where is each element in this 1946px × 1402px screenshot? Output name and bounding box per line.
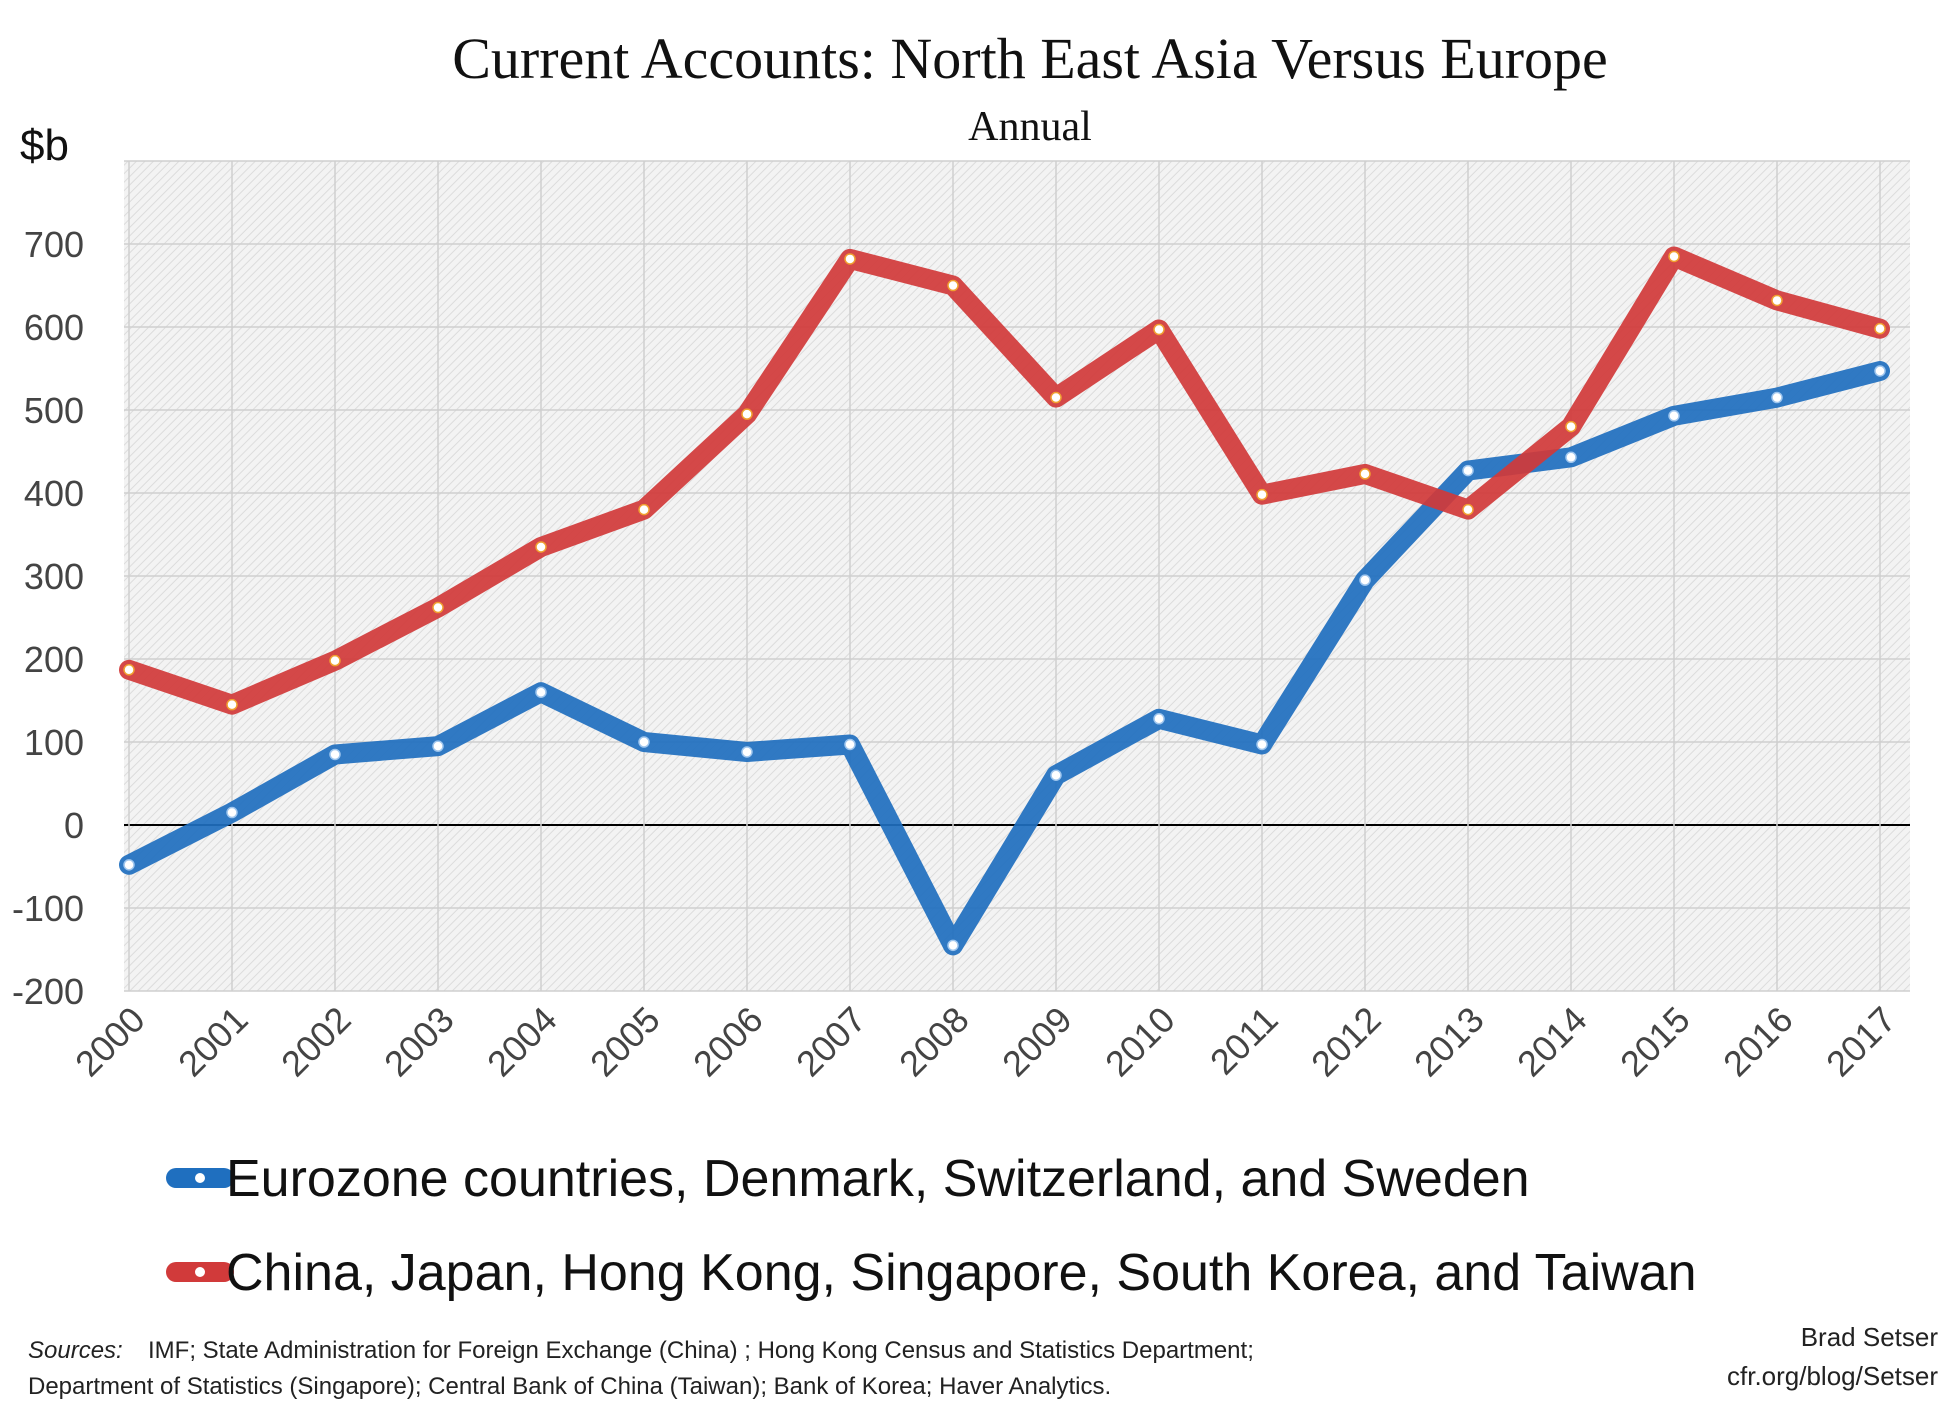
point-asia-2014 — [1565, 420, 1577, 433]
point-asia-2013 — [1462, 503, 1474, 516]
y-tick-label: 700 — [24, 224, 84, 265]
legend: Eurozone countries, Denmark, Switzerland… — [166, 1150, 1697, 1302]
x-tick-label: 2009 — [994, 999, 1080, 1085]
point-eurozone-2017 — [1874, 365, 1886, 377]
y-axis-unit: $b — [20, 121, 69, 170]
x-tick-label: 2002 — [273, 999, 359, 1085]
sources-line-1: IMF; State Administration for Foreign Ex… — [148, 1337, 1254, 1364]
point-eurozone-2009 — [1050, 769, 1062, 781]
y-tick-label: 100 — [24, 722, 84, 763]
point-eurozone-2011 — [1256, 738, 1268, 751]
x-tick-label: 2007 — [788, 999, 874, 1085]
series-line-eurozone — [119, 361, 1890, 956]
point-asia-2005 — [638, 503, 650, 516]
series-line-asia — [119, 246, 1890, 715]
x-tick-label: 2017 — [1818, 999, 1904, 1085]
series-layer — [119, 246, 1890, 956]
x-tick-label: 2011 — [1202, 999, 1286, 1083]
credit-url: cfr.org/blog/Setser — [1727, 1361, 1938, 1391]
point-asia-2011 — [1256, 488, 1268, 501]
legend-marker-asia — [195, 1267, 205, 1277]
y-axis-ticks: -200 -100 0 100 200 300 400 500 600 700 — [12, 224, 84, 1012]
x-tick-label: 2001 — [170, 999, 256, 1085]
point-asia-2015 — [1668, 250, 1680, 263]
point-eurozone-2007 — [844, 738, 856, 751]
y-tick-label: 500 — [24, 390, 84, 431]
point-asia-2016 — [1771, 294, 1783, 307]
point-eurozone-2013 — [1462, 464, 1474, 477]
point-eurozone-2016 — [1771, 391, 1783, 404]
x-tick-label: 2003 — [376, 999, 462, 1085]
point-eurozone-2012 — [1359, 574, 1371, 586]
x-tick-label: 2016 — [1715, 999, 1801, 1085]
legend-label-eurozone: Eurozone countries, Denmark, Switzerland… — [226, 1150, 1530, 1208]
point-asia-2003 — [432, 601, 444, 614]
point-eurozone-2014 — [1565, 451, 1577, 464]
y-tick-label: 0 — [64, 805, 84, 846]
sources-label: Sources: — [28, 1337, 123, 1364]
x-tick-label: 2012 — [1303, 999, 1389, 1085]
point-asia-2001 — [226, 698, 238, 711]
sources-line-2: Department of Statistics (Singapore); Ce… — [28, 1373, 1111, 1400]
point-asia-2004 — [535, 541, 547, 553]
point-asia-2008 — [947, 279, 959, 292]
point-asia-2010 — [1153, 323, 1165, 336]
y-tick-label: -100 — [12, 888, 84, 929]
chart-title: Current Accounts: North East Asia Versus… — [452, 26, 1608, 91]
point-eurozone-2008 — [947, 939, 959, 952]
x-tick-label: 2015 — [1612, 999, 1698, 1085]
x-tick-label: 2005 — [582, 999, 668, 1085]
point-eurozone-2006 — [741, 746, 753, 758]
point-asia-2009 — [1050, 391, 1062, 404]
point-eurozone-2000 — [123, 859, 135, 871]
chart-subtitle: Annual — [968, 104, 1092, 150]
point-eurozone-2005 — [638, 736, 650, 748]
legend-label-asia: China, Japan, Hong Kong, Singapore, Sout… — [226, 1244, 1697, 1302]
point-asia-2000 — [123, 664, 135, 676]
x-tick-label: 2010 — [1097, 999, 1183, 1085]
x-axis-ticks: 2000 2001 2002 2003 2004 2005 2006 2007 2008 2009… — [67, 999, 1904, 1085]
point-asia-2006 — [741, 408, 753, 420]
point-asia-2012 — [1359, 468, 1371, 480]
y-tick-label: 300 — [24, 556, 84, 597]
x-tick-label: 2013 — [1406, 999, 1492, 1085]
point-eurozone-2001 — [226, 806, 238, 819]
y-tick-label: 400 — [24, 473, 84, 514]
point-eurozone-2015 — [1668, 410, 1680, 422]
y-tick-label: -200 — [12, 971, 84, 1012]
y-tick-label: 600 — [24, 307, 84, 348]
point-asia-2017 — [1874, 322, 1886, 335]
legend-item-eurozone[interactable]: Eurozone countries, Denmark, Switzerland… — [166, 1150, 1530, 1208]
credit-author: Brad Setser — [1801, 1322, 1939, 1352]
point-eurozone-2002 — [329, 748, 341, 761]
point-eurozone-2004 — [535, 686, 547, 698]
legend-marker-eurozone — [195, 1173, 205, 1183]
point-eurozone-2010 — [1153, 713, 1165, 725]
x-tick-label: 2004 — [479, 999, 565, 1085]
grid — [124, 160, 1910, 992]
x-tick-label: 2008 — [891, 999, 977, 1085]
point-asia-2007 — [844, 253, 856, 265]
legend-item-asia[interactable]: China, Japan, Hong Kong, Singapore, Sout… — [166, 1244, 1697, 1302]
x-tick-label: 2014 — [1509, 999, 1595, 1085]
point-eurozone-2003 — [432, 740, 444, 752]
point-asia-2002 — [329, 654, 341, 667]
y-tick-label: 200 — [24, 639, 84, 680]
x-tick-label: 2006 — [685, 999, 771, 1085]
